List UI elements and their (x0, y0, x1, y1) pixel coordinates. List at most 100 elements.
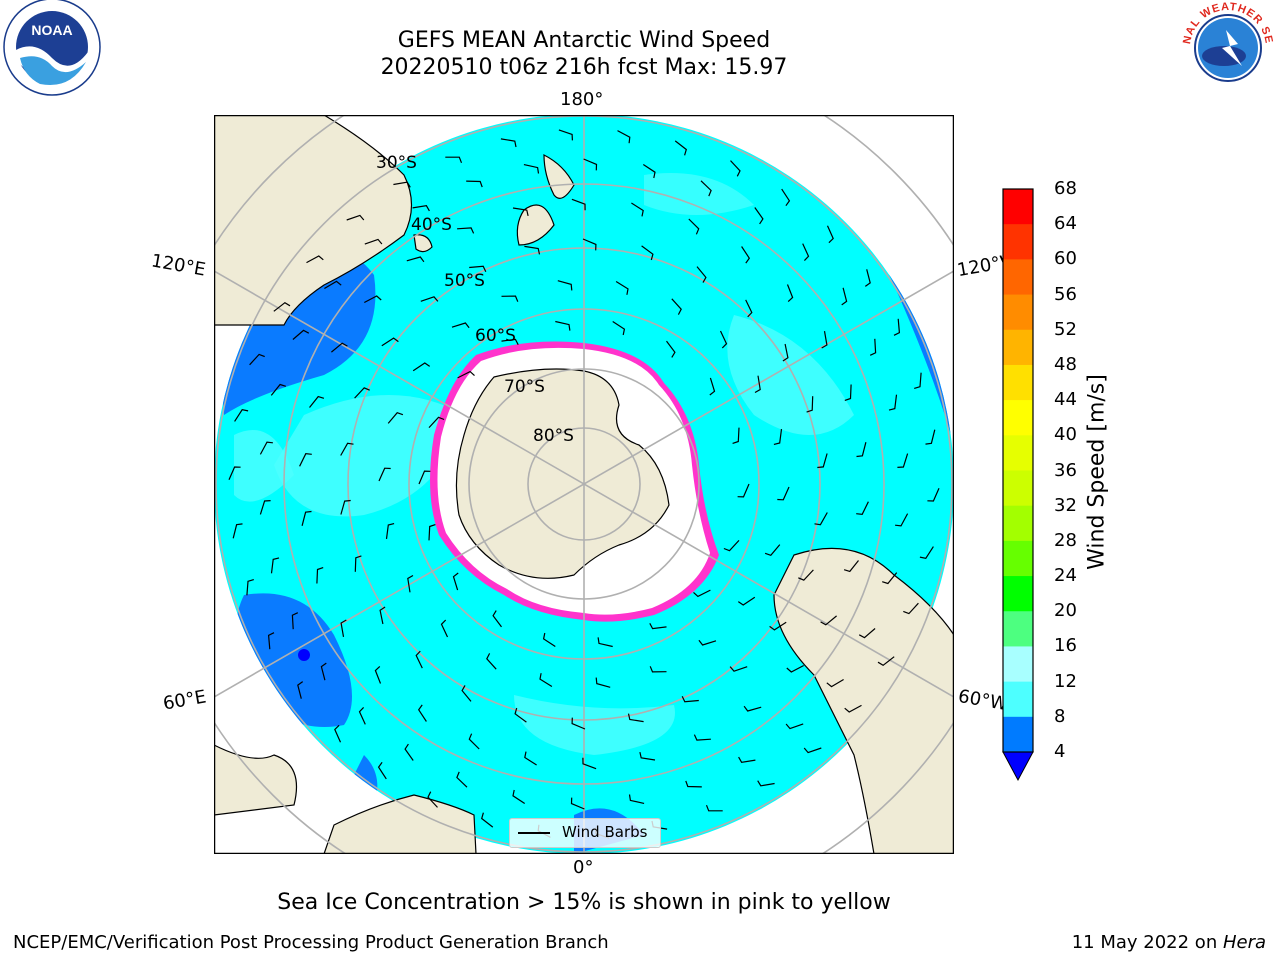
wind-barb (393, 181, 411, 188)
colorbar-segment (1003, 259, 1033, 296)
wind-barb (888, 394, 898, 411)
wind-barb (826, 225, 834, 244)
wind-barb (514, 707, 527, 723)
lat-label-70s: 70°S (504, 377, 545, 397)
wind-barb (826, 678, 844, 688)
wind-barb (688, 218, 700, 235)
colorbar-segment (1003, 329, 1033, 366)
wind-barb (582, 757, 597, 770)
wind-barb (306, 255, 324, 264)
wind-barb (385, 523, 395, 539)
wind-barb (542, 632, 556, 648)
wind-barb (501, 295, 519, 302)
colorbar-tick-label: 24 (1054, 565, 1077, 587)
wind-barb (806, 396, 814, 413)
wind-barb (743, 705, 762, 712)
wind-barb (649, 623, 667, 630)
wind-barb (387, 411, 404, 424)
wind-barb (858, 628, 876, 639)
wind-barb (895, 513, 909, 527)
wind-barb (555, 320, 571, 331)
sea-ice-caption: Sea Ice Concentration > 15% is shown in … (277, 890, 891, 915)
footer-credit: NCEP/EMC/Verification Post Processing Pr… (13, 932, 609, 953)
wind-barb (729, 666, 748, 672)
legend-label: Wind Barbs (562, 823, 648, 841)
colorbar-tick-label: 56 (1054, 283, 1077, 305)
wind-barb (501, 338, 519, 345)
wind-barb (481, 812, 494, 828)
wind-barb (420, 296, 439, 302)
footer-date: 11 May 2022 on Hera (1072, 932, 1266, 953)
wind-barb (821, 330, 828, 349)
colorbar-segment (1003, 400, 1033, 436)
wind-barb (627, 713, 644, 723)
wind-barb (705, 804, 723, 812)
footer-machine: Hera (1222, 932, 1266, 953)
wind-barb (301, 510, 312, 526)
wind-barb (539, 673, 553, 688)
wind-barb (856, 442, 867, 458)
wind-barb (486, 653, 497, 670)
colorbar-segment (1003, 364, 1033, 401)
wind-barb (523, 164, 540, 174)
wind-barb (461, 685, 472, 702)
colorbar-tick-label: 52 (1054, 318, 1077, 340)
wind-barb (404, 743, 414, 761)
colorbar-segment (1003, 435, 1033, 471)
wind-barb (856, 501, 869, 515)
wind-barb (777, 486, 790, 501)
wind-barb (869, 338, 877, 356)
wind-barb (802, 243, 810, 262)
map-legend: Wind Barbs (509, 818, 661, 848)
wind-barb (234, 409, 249, 422)
colorbar-tick-label: 40 (1054, 424, 1077, 446)
wind-barb (445, 156, 463, 164)
wind-barb (798, 569, 814, 581)
lon-label-0: 0° (573, 857, 594, 878)
wind-barb (259, 500, 271, 515)
wind-barb (754, 207, 764, 225)
wind-barb (844, 704, 862, 713)
wind-barb (378, 467, 391, 482)
wind-barb (427, 791, 438, 808)
wind-barb (709, 377, 716, 396)
wind-barb (340, 499, 351, 515)
wind-barb (674, 140, 687, 156)
wind-barb (877, 656, 895, 667)
colorbar-tick-label: 28 (1054, 529, 1077, 551)
wind-barb-legend-line (518, 832, 550, 834)
wind-barb (358, 706, 366, 725)
colorbar-tick-label: 64 (1054, 213, 1077, 235)
wind-barb (297, 681, 304, 699)
wind-barb (927, 487, 940, 502)
wind-barb (631, 202, 644, 217)
polar-map: 30°S 40°S 50°S 60°S 70°S 80°S (214, 115, 954, 854)
wind-barb (299, 453, 312, 467)
colorbar-segment (1003, 224, 1033, 260)
wind-barb (524, 245, 541, 255)
wind-barb (785, 723, 804, 730)
lat-label-60s: 60°S (475, 326, 516, 346)
wind-barb (406, 256, 425, 263)
wind-barb (903, 602, 919, 615)
wind-barb (571, 717, 586, 730)
wind-barb (273, 301, 291, 312)
wind-barb (452, 572, 459, 591)
wind-barb (693, 734, 711, 741)
wind-barb (764, 544, 781, 557)
wind-barb (451, 322, 470, 329)
wind-barb (558, 129, 573, 141)
wind-barb (803, 747, 822, 754)
wind-barb (364, 295, 382, 304)
colorbar-segment (1003, 294, 1033, 331)
wind-barb (757, 780, 775, 787)
wind-barb (324, 280, 342, 290)
wind-barb (468, 733, 480, 750)
wind-barb (412, 362, 431, 372)
wind-barb (882, 572, 898, 585)
wind-barb (331, 342, 348, 353)
wind-barb (379, 606, 386, 625)
wind-barb (782, 343, 789, 362)
wind-barb (681, 696, 699, 703)
wind-barb (381, 337, 399, 347)
